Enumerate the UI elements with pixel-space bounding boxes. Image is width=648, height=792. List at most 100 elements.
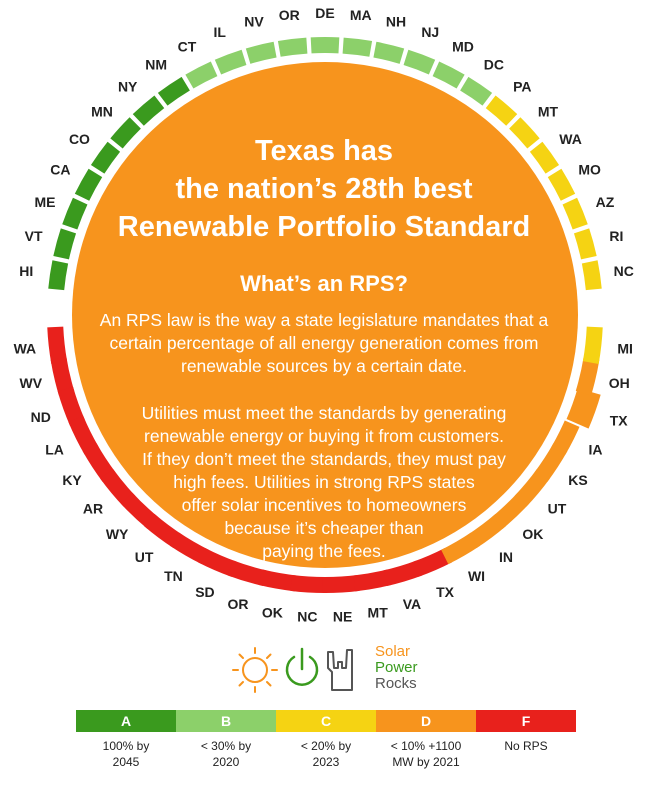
- subtitle: What’s an RPS?: [240, 271, 408, 296]
- upper-label-or: OR: [279, 7, 300, 23]
- upper-segment-nj: [403, 49, 436, 75]
- upper-segment-ca: [74, 168, 103, 201]
- lower-label-oh: OH: [609, 375, 630, 391]
- headline-line: Texas has: [254, 135, 394, 167]
- upper-segment-nh: [373, 41, 405, 64]
- lower-label-mt: MT: [368, 604, 389, 620]
- paragraph-line: An RPS law is the way a state legislatur…: [99, 310, 549, 330]
- upper-segment-az: [562, 197, 588, 230]
- upper-segment-nc: [581, 260, 602, 291]
- upper-segment-or: [277, 37, 308, 57]
- headline-line: the nation’s 28th best: [175, 173, 473, 205]
- paragraph-line: certain percentage of all energy generat…: [109, 333, 539, 353]
- legend-desc-c: < 20% by 2023: [300, 739, 352, 769]
- upper-segment-dc: [460, 76, 493, 106]
- lower-segment-wa: [47, 326, 68, 364]
- upper-label-nm: NM: [145, 57, 167, 73]
- upper-segment-nv: [245, 41, 277, 64]
- legend-desc-b: < 30% by 2020: [200, 739, 252, 769]
- lower-segment-va: [383, 560, 423, 586]
- lower-label-ks: KS: [568, 472, 587, 488]
- legend-desc-a: 100% by 2045: [102, 739, 150, 769]
- lower-label-tn: TN: [164, 568, 183, 584]
- rps-definition-paragraph: An RPS law is the way a state legislatur…: [70, 309, 578, 378]
- lower-label-va: VA: [403, 596, 421, 612]
- lower-segment-ne: [322, 574, 360, 594]
- lower-label-ut: UT: [548, 500, 567, 516]
- headline-line: Renewable Portfolio Standard: [117, 211, 531, 243]
- paragraph-line: renewable sources by a certain date.: [181, 356, 467, 376]
- upper-label-vt: VT: [25, 228, 43, 244]
- upper-label-hi: HI: [19, 263, 33, 279]
- lower-label-mi: MI: [617, 340, 633, 356]
- upper-label-mt: MT: [538, 103, 559, 119]
- upper-segment-pa: [485, 95, 518, 126]
- upper-label-nv: NV: [244, 13, 264, 29]
- upper-label-az: AZ: [596, 194, 615, 210]
- lower-label-sd: SD: [195, 584, 214, 600]
- lower-label-nc: NC: [297, 608, 317, 624]
- lower-label-nd: ND: [31, 409, 51, 425]
- lower-label-ok: OK: [262, 604, 283, 620]
- lower-segment-ia: [551, 415, 582, 455]
- upper-label-ri: RI: [609, 228, 623, 244]
- lower-segment-mt: [353, 569, 392, 592]
- lower-segment-in: [467, 513, 506, 549]
- legend-desc-f: No RPS: [504, 739, 548, 753]
- legend-grade-f: F: [476, 710, 576, 732]
- upper-segment-nm: [157, 76, 190, 106]
- upper-label-co: CO: [69, 131, 90, 147]
- paragraph-line: offer solar incentives to homeowners: [181, 495, 467, 515]
- rock-hand-icon: [327, 649, 353, 691]
- upper-segment-ct: [185, 61, 218, 89]
- lower-segment-wy: [120, 492, 158, 529]
- lower-segment-tn: [169, 532, 209, 565]
- lower-segment-ut: [514, 469, 550, 507]
- logo-word-power: Power: [375, 659, 418, 676]
- solar-power-rocks-logo: Solar Power Rocks: [230, 642, 430, 698]
- paragraph-line: paying the fees.: [262, 541, 386, 561]
- legend-grade-d: D: [376, 710, 476, 732]
- lower-label-ut: UT: [135, 549, 154, 565]
- lower-segment-ut: [144, 513, 183, 549]
- lower-segment-nd: [57, 386, 85, 426]
- upper-label-de: DE: [315, 5, 334, 21]
- upper-segment-vt: [53, 228, 77, 260]
- upper-segment-mo: [547, 168, 576, 201]
- legend-grade-c: C: [276, 710, 376, 732]
- upper-segment-wa: [529, 141, 560, 174]
- lower-segment-wi: [441, 532, 481, 565]
- upper-segment-md: [432, 61, 465, 89]
- sun-icon: [232, 647, 278, 693]
- lower-segment-ok: [492, 492, 530, 529]
- upper-label-me: ME: [34, 194, 55, 210]
- upper-segment-hi: [48, 260, 69, 291]
- lower-label-wy: WY: [106, 526, 129, 542]
- upper-label-il: IL: [214, 24, 227, 40]
- upper-segment-ny: [132, 95, 165, 126]
- center-circle: [72, 62, 578, 568]
- upper-label-wa: WA: [559, 131, 582, 147]
- lower-segment-ar: [100, 469, 136, 507]
- lower-label-tx: TX: [610, 412, 629, 428]
- upper-label-mo: MO: [578, 162, 601, 178]
- paragraph-line: renewable energy or buying it from custo…: [144, 426, 504, 446]
- upper-label-ma: MA: [350, 7, 372, 23]
- legend-color-bar: A B C D F: [76, 710, 576, 732]
- lower-label-tx: TX: [436, 584, 455, 600]
- upper-label-ca: CA: [50, 162, 70, 178]
- upper-segment-ri: [573, 228, 597, 260]
- upper-label-ny: NY: [118, 78, 138, 94]
- upper-label-nj: NJ: [421, 24, 439, 40]
- lower-segment-la: [68, 415, 99, 455]
- lower-label-ia: IA: [588, 441, 602, 457]
- paragraph-line: Utilities must meet the standards by gen…: [141, 403, 507, 423]
- lower-label-wv: WV: [20, 375, 43, 391]
- paragraph-line: If they don’t meet the standards, they m…: [142, 449, 506, 469]
- lower-segment-ks: [534, 443, 568, 482]
- paragraph-line: because it’s cheaper than: [224, 518, 424, 538]
- lower-segment-ok: [258, 569, 297, 592]
- lower-segment-tx: [413, 547, 453, 577]
- upper-label-ct: CT: [178, 38, 197, 54]
